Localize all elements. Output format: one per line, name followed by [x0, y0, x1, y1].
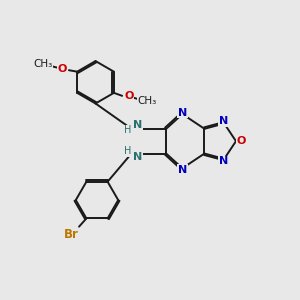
Text: N: N — [133, 152, 142, 162]
Text: Br: Br — [64, 228, 79, 241]
Text: O: O — [237, 136, 246, 146]
Text: N: N — [178, 108, 187, 118]
Text: CH₃: CH₃ — [137, 96, 157, 106]
Text: O: O — [124, 92, 134, 101]
Text: CH₃: CH₃ — [34, 59, 53, 69]
Text: H: H — [124, 125, 131, 135]
Text: O: O — [57, 64, 67, 74]
Text: N: N — [219, 156, 228, 166]
Text: N: N — [219, 116, 228, 126]
Text: N: N — [133, 120, 142, 130]
Text: N: N — [178, 165, 187, 175]
Text: H: H — [124, 146, 131, 156]
